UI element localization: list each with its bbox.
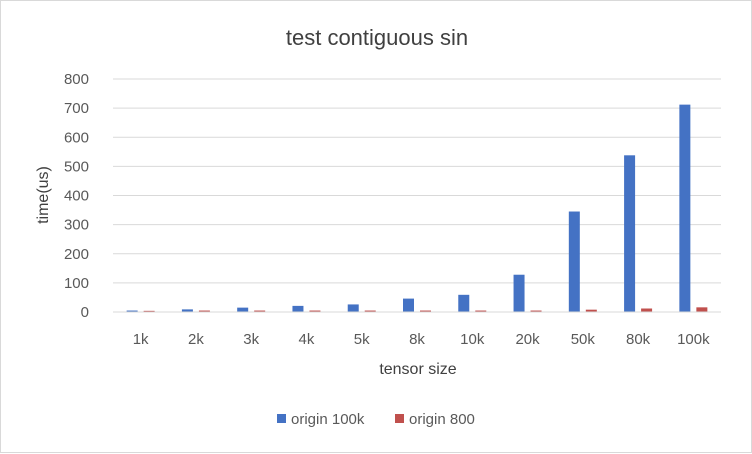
x-tick-label: 100k: [677, 331, 710, 348]
bar-origin-100k-8k: [403, 298, 414, 312]
bar-origin-100k-80k: [624, 155, 636, 312]
bar-origin-100k-100k: [679, 104, 691, 312]
bar-origin-100k-5k: [347, 304, 359, 312]
y-tick-label: 200: [64, 246, 89, 263]
y-axis-label: time(us): [35, 166, 52, 224]
bars: [126, 104, 708, 312]
bar-origin-800-4k: [309, 310, 321, 312]
bar-origin-100k-20k: [513, 274, 525, 312]
y-tick-label: 600: [64, 129, 89, 146]
x-tick-label: 1k: [133, 331, 149, 348]
legend-label: origin 100k: [291, 411, 365, 428]
bar-origin-800-100k: [696, 307, 708, 312]
gridlines: [113, 78, 721, 284]
bar-origin-100k-50k: [568, 211, 580, 312]
y-tick-label: 400: [64, 188, 89, 205]
bar-origin-100k-3k: [237, 307, 249, 312]
legend-label: origin 800: [409, 411, 475, 428]
legend-swatch: [277, 414, 286, 423]
x-tick-label: 50k: [571, 331, 596, 348]
x-tick-label: 8k: [409, 331, 425, 348]
bar-origin-800-1k: [143, 310, 155, 312]
y-tick-label: 300: [64, 217, 89, 234]
x-tick-label: 80k: [626, 331, 651, 348]
x-axis-ticks: 1k 2k 3k 4k 5k 8k 10k 20k 50k 80k 100k: [133, 331, 710, 348]
legend: origin 100k origin 800: [277, 411, 475, 428]
y-tick-label: 500: [64, 158, 89, 175]
bar-origin-800-3k: [254, 310, 266, 312]
x-tick-label: 2k: [188, 331, 204, 348]
bar-origin-100k-2k: [181, 309, 193, 312]
y-tick-label: 800: [64, 71, 89, 88]
bar-origin-800-10k: [475, 310, 487, 312]
y-tick-label: 0: [81, 304, 89, 321]
x-axis-label: tensor size: [379, 361, 456, 378]
x-tick-label: 20k: [515, 331, 540, 348]
bar-origin-100k-4k: [292, 305, 304, 312]
x-tick-label: 10k: [460, 331, 485, 348]
chart-title: test contiguous sin: [286, 25, 468, 50]
x-tick-label: 4k: [299, 331, 315, 348]
x-tick-label: 5k: [354, 331, 370, 348]
y-tick-label: 100: [64, 275, 89, 292]
bar-origin-800-50k: [585, 309, 597, 312]
y-axis-ticks: 0 100 200 300 400 500 600 700 800: [64, 71, 89, 321]
legend-swatch: [395, 414, 404, 423]
bar-origin-800-2k: [198, 310, 210, 312]
bar-origin-100k-1k: [126, 310, 138, 312]
bar-origin-800-5k: [364, 310, 376, 312]
bar-origin-800-8k: [420, 310, 431, 312]
y-tick-label: 700: [64, 100, 89, 117]
bar-origin-800-20k: [530, 310, 542, 312]
bar-origin-100k-10k: [458, 294, 470, 312]
bar-origin-800-80k: [641, 308, 653, 312]
x-tick-label: 3k: [243, 331, 259, 348]
